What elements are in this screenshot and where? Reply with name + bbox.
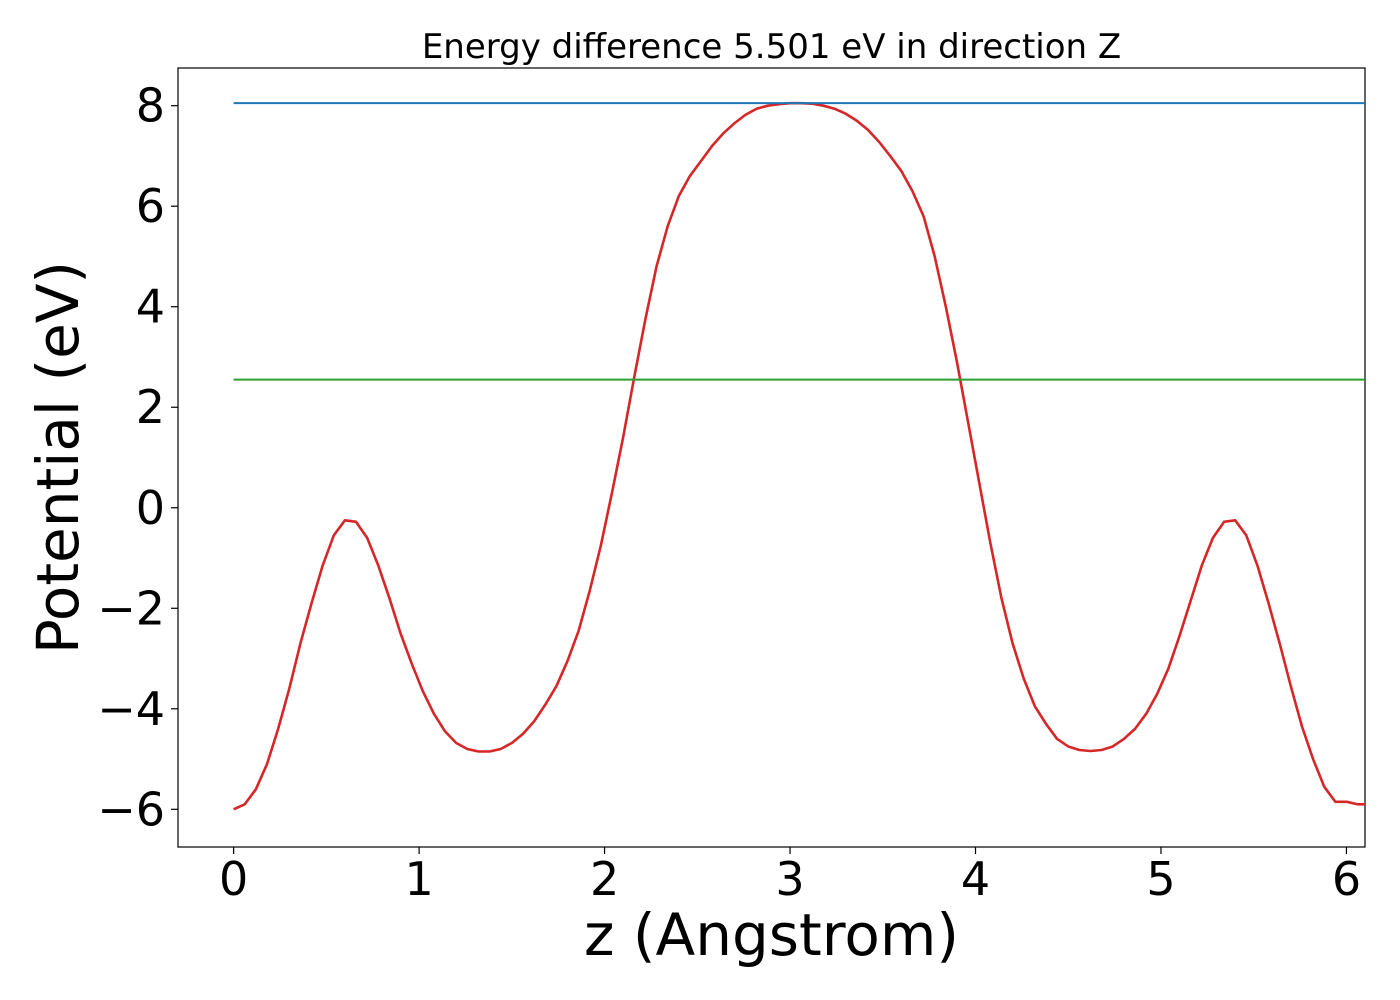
plot-area-frame [177,67,1366,848]
x-tick-label: 0 [219,852,248,906]
x-tick-label: 6 [1332,852,1361,906]
x-axis-ticks: 0 1 2 3 4 5 6 [219,847,1361,906]
x-tick-label: 3 [775,852,804,906]
series-line-0 [233,101,1365,811]
y-tick-label: 0 [136,481,165,535]
y-tick-label: −4 [97,682,165,736]
y-tick-label: −6 [97,782,165,836]
y-tick-label: 4 [136,280,165,334]
x-tick-label: 4 [961,852,990,906]
series-layer [233,101,1365,811]
y-tick-label: 2 [136,380,165,434]
x-axis-label: z (Angstrom) [584,901,959,969]
x-tick-label: 2 [590,852,619,906]
y-tick-label: 6 [136,179,165,233]
y-tick-label: −2 [97,581,165,635]
x-tick-label: 1 [404,852,433,906]
chart-title: Energy difference 5.501 eV in direction … [422,27,1121,67]
y-tick-label: 8 [136,79,165,133]
x-tick-label: 5 [1146,852,1175,906]
y-axis-label: Potential (eV) [24,261,92,654]
y-axis-ticks: −6 −4 −2 0 2 4 6 8 [97,79,178,836]
